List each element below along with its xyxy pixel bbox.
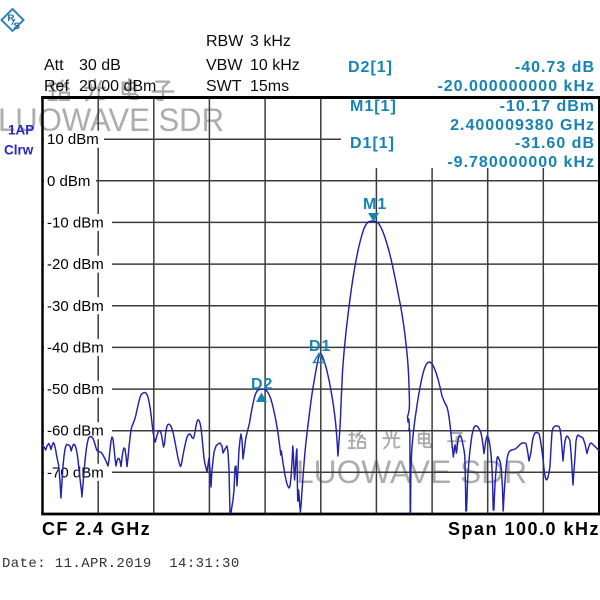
svg-text:RBW: RBW: [206, 33, 244, 50]
svg-text:Span 100.0 kHz: Span 100.0 kHz: [448, 519, 600, 539]
svg-text:M1[1]: M1[1]: [350, 98, 397, 115]
svg-text:-10 dBm: -10 dBm: [47, 214, 104, 231]
svg-text:M1: M1: [363, 196, 387, 213]
svg-text:D2[1]: D2[1]: [348, 59, 393, 76]
svg-text:15ms: 15ms: [250, 78, 289, 95]
svg-text:Ref: Ref: [44, 78, 69, 95]
svg-text:LUOWAVE SDR: LUOWAVE SDR: [0, 102, 224, 138]
svg-text:3 kHz: 3 kHz: [250, 33, 291, 50]
svg-text:-50 dBm: -50 dBm: [47, 381, 104, 398]
svg-text:R: R: [8, 13, 15, 24]
svg-text:-40.73 dB: -40.73 dB: [515, 59, 595, 76]
svg-text:D2: D2: [251, 376, 273, 393]
svg-text:30 dB: 30 dB: [79, 57, 121, 74]
svg-text:Clrw: Clrw: [4, 143, 34, 158]
svg-text:2.400009380 GHz: 2.400009380 GHz: [450, 117, 595, 134]
svg-text:1AP: 1AP: [8, 123, 34, 138]
svg-text:-20 dBm: -20 dBm: [47, 256, 104, 273]
svg-text:Date: 11.APR.2019 14:31:30: Date: 11.APR.2019 14:31:30: [2, 556, 240, 572]
svg-text:20.00 dBm: 20.00 dBm: [79, 78, 156, 95]
svg-text:-40 dBm: -40 dBm: [47, 339, 104, 356]
svg-text:CF 2.4 GHz: CF 2.4 GHz: [42, 519, 151, 539]
svg-text:Att: Att: [44, 57, 64, 74]
svg-text:D1: D1: [309, 338, 331, 355]
svg-text:-20.000000000 kHz: -20.000000000 kHz: [437, 78, 595, 95]
svg-text:-30 dBm: -30 dBm: [47, 298, 104, 315]
svg-text:D1[1]: D1[1]: [350, 135, 395, 152]
svg-text:-60 dBm: -60 dBm: [47, 423, 104, 440]
svg-text:10 dBm: 10 dBm: [47, 131, 99, 148]
svg-text:S: S: [14, 21, 20, 32]
svg-text:VBW: VBW: [206, 57, 243, 74]
svg-text:-31.60 dB: -31.60 dB: [515, 135, 595, 152]
svg-text:-9.780000000 kHz: -9.780000000 kHz: [447, 154, 595, 171]
svg-text:-70 dBm: -70 dBm: [47, 464, 104, 481]
svg-text:10 kHz: 10 kHz: [250, 57, 300, 74]
svg-text:-10.17 dBm: -10.17 dBm: [500, 98, 595, 115]
svg-text:0 dBm: 0 dBm: [47, 173, 90, 190]
svg-text:SWT: SWT: [206, 78, 242, 95]
